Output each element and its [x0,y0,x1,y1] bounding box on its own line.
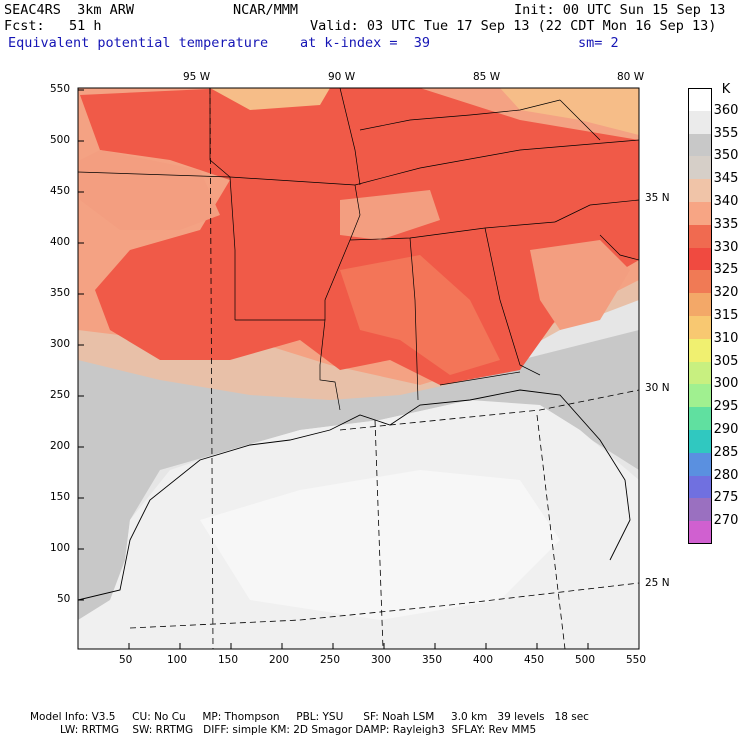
legend-level-label: 285 [713,444,739,460]
lat-label-35n: 35 N [645,192,670,204]
field-name: Equivalent potential temperature [8,35,269,51]
y-tick-400: 400 [50,236,71,248]
x-tick-500: 500 [575,654,596,666]
legend-color-box [688,179,712,202]
smoothing-value: sm= 2 [578,35,619,51]
level-index: at k-index = 39 [300,35,431,51]
legend-level-label: 340 [713,194,739,209]
y-tick-50: 50 [57,593,71,605]
map-frame [77,87,640,650]
lon-label-80w: 80 W [617,71,645,83]
organization-label: NCAR/MMM [233,2,299,18]
y-tick-100: 100 [50,542,71,554]
model-info-line1: Model Info: V3.5 CU: No Cu MP: Thompson … [30,711,589,723]
legend-level-label: 320 [713,285,739,301]
valid-time: Valid: 03 UTC Tue 17 Sep 13 (22 CDT Mon … [310,18,717,34]
legend-color-box [688,270,712,294]
legend-level-label: 310 [713,330,739,346]
legend-level-label: 325 [713,262,739,278]
x-tick-300: 300 [371,654,392,666]
x-tick-200: 200 [269,654,290,666]
legend-color-box [688,202,712,225]
legend-level-label: 290 [713,422,739,437]
legend-color-box [688,110,712,134]
legend-unit: K [721,82,731,97]
init-time: Init: 00 UTC Sun 15 Sep 13 [514,2,726,18]
legend-color-box [688,224,712,248]
legend-color-box [688,247,712,271]
legend-color-box [688,452,712,476]
x-tick-550: 550 [626,654,647,666]
legend-level-label: 275 [713,490,739,506]
legend-color-box [688,316,712,339]
legend-color-box [688,430,712,453]
legend-color-box [688,338,712,362]
legend-color-box [688,293,712,316]
y-tick-250: 250 [50,389,71,401]
lat-label-25n: 25 N [645,577,670,589]
lon-label-95w: 95 W [183,71,211,83]
legend-color-box [688,361,712,385]
lon-label-85w: 85 W [473,71,501,83]
legend-color-box [688,88,712,111]
x-tick-100: 100 [167,654,188,666]
y-tick-450: 450 [50,185,71,197]
y-tick-500: 500 [50,134,71,146]
x-tick-450: 450 [524,654,545,666]
legend-color-box [688,133,712,157]
lat-label-30n: 30 N [645,382,670,394]
legend-level-label: 315 [713,308,739,323]
x-tick-350: 350 [422,654,443,666]
y-tick-550: 550 [50,83,71,95]
model-title: SEAC4RS 3km ARW [4,2,135,18]
legend-level-label: 350 [713,148,739,164]
y-tick-150: 150 [50,491,71,503]
model-info-line2: LW: RRTMG SW: RRTMG DIFF: simple KM: 2D … [30,724,537,736]
x-tick-150: 150 [218,654,239,666]
y-tick-300: 300 [50,338,71,350]
map-fill [78,88,639,649]
legend-level-label: 270 [713,513,739,529]
legend-level-label: 360 [713,102,739,118]
legend-level-label: 355 [713,125,739,141]
legend-level-label: 295 [713,399,739,415]
lon-label-90w: 90 W [328,71,356,83]
legend-color-box [688,384,712,408]
legend-level-label: 300 [713,376,739,392]
legend-level-label: 305 [713,353,739,369]
legend-color-box [688,498,712,522]
axis-ticks [78,89,640,649]
legend-level-label: 335 [713,216,739,232]
y-tick-350: 350 [50,287,71,299]
legend-level-label: 280 [713,467,739,483]
legend-color-box [688,407,712,430]
x-tick-250: 250 [320,654,341,666]
x-tick-50: 50 [119,654,133,666]
forecast-hour: Fcst: 51 h [4,18,102,34]
legend-level-label: 330 [713,239,739,255]
legend-level-label: 345 [713,171,739,187]
x-tick-400: 400 [473,654,494,666]
legend-color-box [688,475,712,499]
y-tick-200: 200 [50,440,71,452]
legend-color-box [688,156,712,180]
legend-color-box [688,521,712,544]
